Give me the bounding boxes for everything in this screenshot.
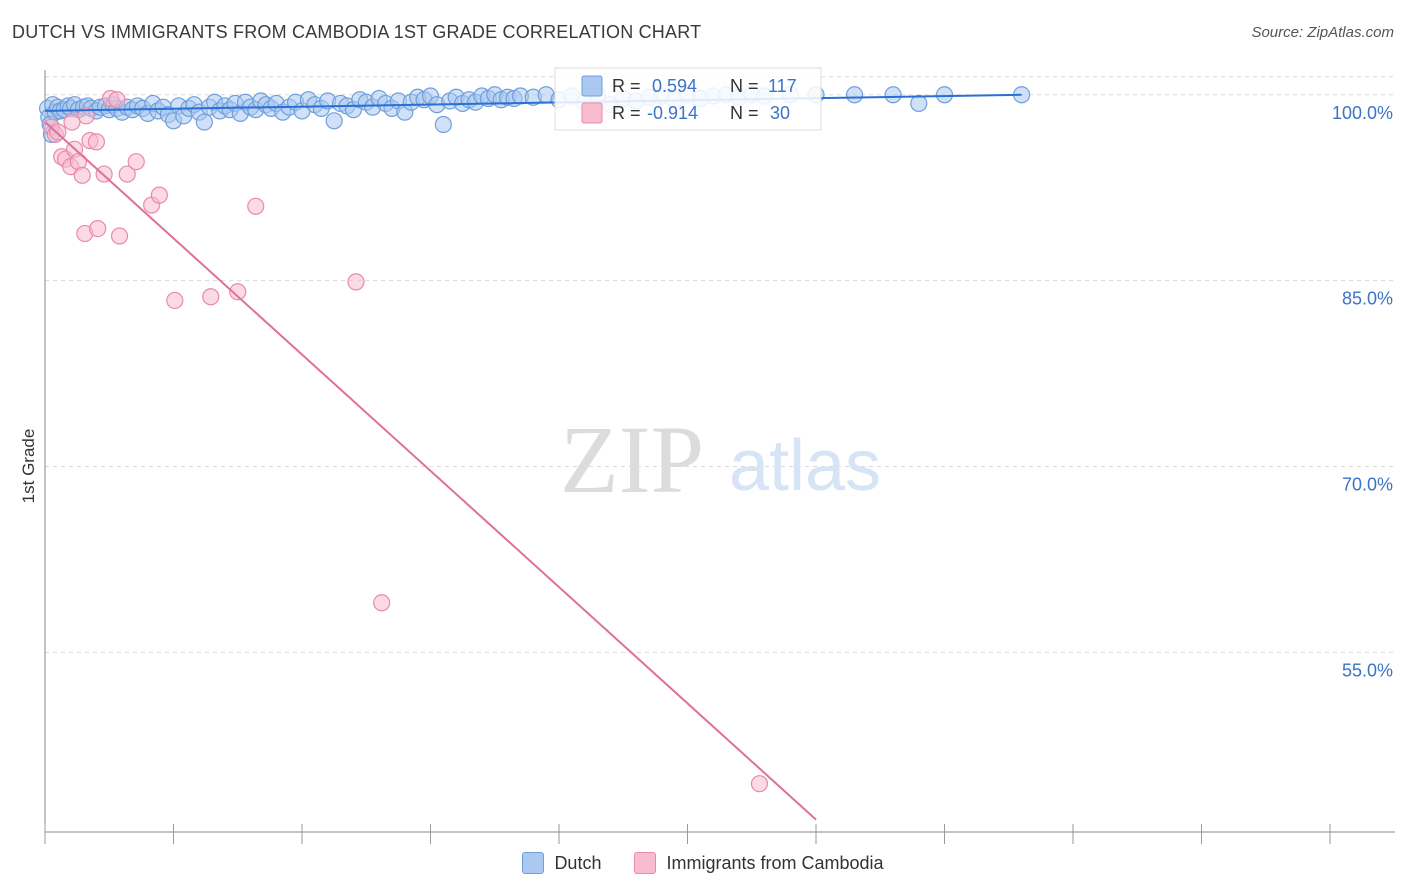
point-cambodia-14 bbox=[108, 91, 126, 109]
stats-n-value-dutch: 117 bbox=[768, 76, 797, 96]
scatter-chart: ZIP atlas 100.0%85.0%70.0%55.0%0.0%100.0… bbox=[19, 67, 1395, 844]
legend-item-cambodia[interactable]: Immigrants from Cambodia bbox=[634, 852, 884, 874]
y-axis-label: 1st Grade bbox=[19, 429, 38, 504]
point-dutch-114 bbox=[910, 94, 928, 113]
point-cambodia-24 bbox=[229, 283, 247, 301]
stats-swatch-dutch bbox=[581, 75, 603, 97]
point-cambodia-26 bbox=[347, 273, 365, 291]
point-cambodia-23 bbox=[202, 288, 220, 306]
axes-layer: 100.0%85.0%70.0%55.0%0.0%100.0% bbox=[44, 70, 1395, 844]
chart-title: DUTCH VS IMMIGRANTS FROM CAMBODIA 1ST GR… bbox=[12, 22, 702, 42]
point-cambodia-22 bbox=[166, 291, 184, 310]
stats-legend: R = 0.594 N = 117 R = -0.914 N = 30 bbox=[554, 67, 822, 131]
point-cambodia-20 bbox=[89, 219, 107, 238]
stats-r-label-dutch: R = bbox=[612, 76, 641, 96]
stats-n-label-cambodia: N = bbox=[730, 103, 759, 123]
stats-r-value-dutch: 0.594 bbox=[652, 76, 697, 96]
point-cambodia-18 bbox=[150, 186, 168, 204]
stats-swatch-cambodia bbox=[581, 102, 603, 124]
stats-n-value-cambodia: 30 bbox=[770, 103, 790, 123]
point-cambodia-28 bbox=[750, 775, 769, 793]
point-cambodia-25 bbox=[247, 197, 265, 215]
y-tick-label-0: 100.0% bbox=[1332, 103, 1393, 123]
point-dutch-38 bbox=[195, 113, 213, 131]
point-dutch-61 bbox=[325, 112, 343, 130]
point-dutch-113 bbox=[884, 86, 902, 104]
watermark-zip: ZIP bbox=[560, 406, 704, 513]
grid-layer bbox=[45, 76, 1395, 653]
watermark-atlas: atlas bbox=[729, 426, 881, 506]
y-tick-label-2: 70.0% bbox=[1342, 474, 1393, 494]
point-cambodia-29 bbox=[63, 113, 81, 131]
trendline-cambodia bbox=[44, 121, 817, 821]
legend-label-cambodia: Immigrants from Cambodia bbox=[666, 852, 884, 873]
watermark: ZIP atlas bbox=[560, 406, 881, 513]
point-cambodia-21 bbox=[110, 227, 129, 245]
trendline-dutch bbox=[44, 93, 1022, 112]
point-cambodia-27 bbox=[373, 594, 391, 612]
point-cambodia-8 bbox=[73, 166, 91, 184]
point-dutch-115 bbox=[935, 86, 954, 104]
source-label: Source: ZipAtlas.com bbox=[1251, 24, 1394, 41]
legend-label-dutch: Dutch bbox=[554, 852, 602, 873]
point-cambodia-16 bbox=[127, 153, 145, 171]
trend-layer bbox=[44, 93, 1022, 821]
point-cambodia-15 bbox=[118, 165, 136, 183]
legend-swatch-cambodia bbox=[634, 852, 657, 874]
stats-r-label-cambodia: R = bbox=[612, 103, 641, 123]
y-tick-label-3: 55.0% bbox=[1342, 660, 1393, 680]
points-layer bbox=[38, 86, 1031, 793]
y-tick-label-1: 85.0% bbox=[1342, 289, 1393, 309]
legend: Dutch Immigrants from Cambodia bbox=[0, 852, 1406, 879]
legend-swatch-dutch bbox=[522, 852, 545, 874]
point-cambodia-9 bbox=[77, 107, 95, 125]
stats-r-value-cambodia: -0.914 bbox=[647, 103, 698, 123]
point-dutch-78 bbox=[434, 115, 452, 134]
stats-n-label-dutch: N = bbox=[730, 76, 759, 96]
point-dutch-112 bbox=[845, 86, 864, 104]
legend-item-dutch[interactable]: Dutch bbox=[522, 852, 601, 874]
point-cambodia-11 bbox=[87, 133, 106, 151]
